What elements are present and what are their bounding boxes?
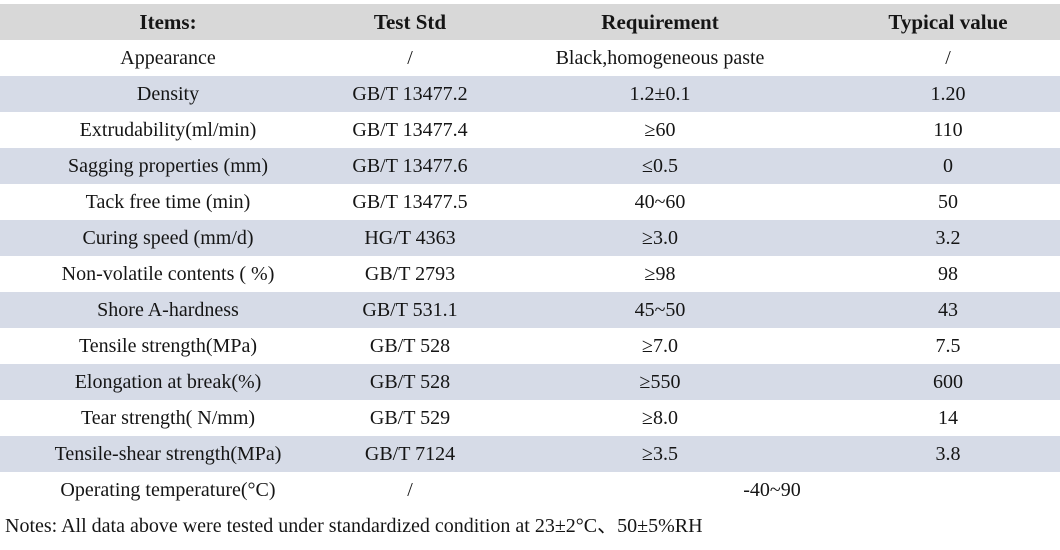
requirement-cell: ≥8.0 xyxy=(642,406,678,429)
item-cell: Extrudability(ml/min) xyxy=(79,118,257,141)
table-row: Density GB/T 13477.2 1.2±0.1 1.20 xyxy=(0,76,1060,112)
test-std-cell: GB/T 13477.4 xyxy=(352,118,468,141)
item-cell: Appearance xyxy=(120,46,216,69)
item-cell: Sagging properties (mm) xyxy=(0,148,336,184)
item-cell: Shore A-hardness xyxy=(0,292,336,328)
test-std-cell: GB/T 529 xyxy=(369,406,451,429)
table-row: Tensile-shear strength(MPa) GB/T 7124 ≥3… xyxy=(0,436,1060,472)
table-row: Non-volatile contents ( %) GB/T 2793 ≥98… xyxy=(0,256,1060,292)
requirement-cell: 40~60 xyxy=(634,190,686,213)
col-header-items: Items: xyxy=(0,4,336,40)
item-cell: Tear strength( N/mm) xyxy=(80,406,256,429)
requirement-cell: 45~50 xyxy=(484,292,836,328)
item-cell: Tensile-shear strength(MPa) xyxy=(0,436,336,472)
test-std-cell: / xyxy=(407,46,413,69)
notes-text: Notes: All data above were tested under … xyxy=(5,515,703,537)
requirement-cell: ≥7.0 xyxy=(642,334,678,357)
item-cell: Non-volatile contents ( %) xyxy=(61,262,275,285)
typical-value-cell: 50 xyxy=(938,190,958,213)
typical-value-cell: 110 xyxy=(933,118,963,141)
table-row: Appearance / Black,homogeneous paste / xyxy=(0,40,1060,76)
item-cell: Tack free time (min) xyxy=(85,190,251,213)
test-std-cell: GB/T 7124 xyxy=(336,436,484,472)
typical-value-cell: 1.20 xyxy=(836,76,1060,112)
typical-value-cell: 3.2 xyxy=(836,220,1060,256)
typical-value-cell: 43 xyxy=(836,292,1060,328)
table-row: Operating temperature(°C) / -40~90 xyxy=(0,472,1060,508)
item-cell: Elongation at break(%) xyxy=(0,364,336,400)
table-row: Tack free time (min) GB/T 13477.5 40~60 … xyxy=(0,184,1060,220)
requirement-cell: ≥3.0 xyxy=(484,220,836,256)
test-std-cell: GB/T 531.1 xyxy=(336,292,484,328)
spec-table: Items: Test Std Requirement Typical valu… xyxy=(0,4,1060,508)
test-std-cell: GB/T 13477.6 xyxy=(336,148,484,184)
requirement-cell-merged: -40~90 xyxy=(743,478,801,501)
requirement-cell: ≥3.5 xyxy=(484,436,836,472)
col-header-typical-value: Typical value xyxy=(836,4,1060,40)
requirement-cell: ≤0.5 xyxy=(484,148,836,184)
test-std-cell: HG/T 4363 xyxy=(336,220,484,256)
table-row: Tensile strength(MPa) GB/T 528 ≥7.0 7.5 xyxy=(0,328,1060,364)
item-cell: Density xyxy=(0,76,336,112)
table-row: Tear strength( N/mm) GB/T 529 ≥8.0 14 xyxy=(0,400,1060,436)
item-cell: Tensile strength(MPa) xyxy=(78,334,257,357)
test-std-cell: GB/T 528 xyxy=(369,334,451,357)
test-std-cell: GB/T 13477.5 xyxy=(352,190,468,213)
typical-value-cell: 3.8 xyxy=(836,436,1060,472)
table-header-row: Items: Test Std Requirement Typical valu… xyxy=(0,4,1060,40)
requirement-cell: ≥60 xyxy=(644,118,676,141)
item-cell: Curing speed (mm/d) xyxy=(0,220,336,256)
table-row: Sagging properties (mm) GB/T 13477.6 ≤0.… xyxy=(0,148,1060,184)
test-std-cell: / xyxy=(407,478,413,501)
typical-value-cell: 600 xyxy=(836,364,1060,400)
typical-value-cell: 14 xyxy=(938,406,958,429)
test-std-cell: GB/T 13477.2 xyxy=(336,76,484,112)
table-row: Curing speed (mm/d) HG/T 4363 ≥3.0 3.2 xyxy=(0,220,1060,256)
requirement-cell: ≥98 xyxy=(644,262,676,285)
requirement-cell: Black,homogeneous paste xyxy=(555,46,765,69)
col-header-requirement: Requirement xyxy=(484,4,836,40)
requirement-cell: ≥550 xyxy=(484,364,836,400)
typical-value-cell: 7.5 xyxy=(935,334,961,357)
requirement-cell: 1.2±0.1 xyxy=(484,76,836,112)
table-row: Elongation at break(%) GB/T 528 ≥550 600 xyxy=(0,364,1060,400)
col-header-test-std: Test Std xyxy=(336,4,484,40)
typical-value-cell: 98 xyxy=(938,262,958,285)
typical-value-cell: 0 xyxy=(836,148,1060,184)
test-std-cell: GB/T 528 xyxy=(336,364,484,400)
item-cell: Operating temperature(°C) xyxy=(60,478,276,501)
table-row: Shore A-hardness GB/T 531.1 45~50 43 xyxy=(0,292,1060,328)
table-row: Extrudability(ml/min) GB/T 13477.4 ≥60 1… xyxy=(0,112,1060,148)
typical-value-cell: / xyxy=(945,46,951,69)
test-std-cell: GB/T 2793 xyxy=(364,262,456,285)
